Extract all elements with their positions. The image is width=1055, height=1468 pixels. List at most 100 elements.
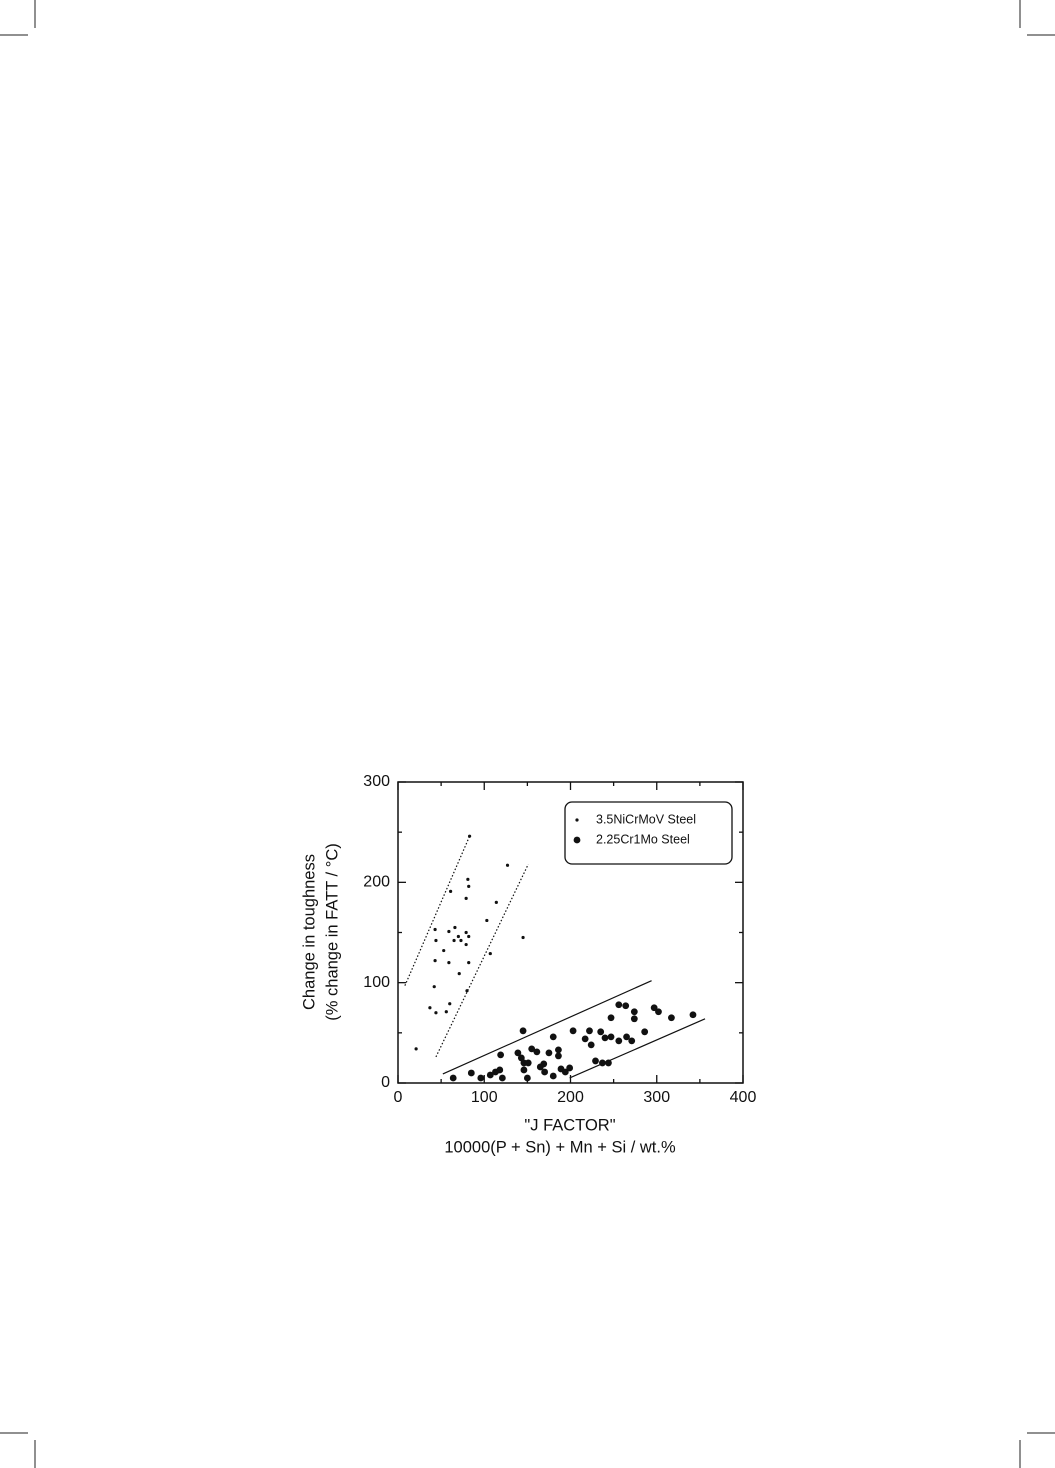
data-point: [655, 1008, 662, 1016]
data-point: [488, 951, 492, 956]
data-point: [449, 889, 453, 893]
data-point: [434, 938, 438, 943]
data-point: [465, 989, 469, 993]
legend-marker: [573, 836, 581, 844]
data-point: [521, 935, 525, 940]
data-point: [533, 1048, 541, 1056]
data-point: [452, 938, 456, 943]
data-point: [599, 1059, 606, 1067]
data-point: [630, 1008, 638, 1016]
data-point: [555, 1052, 562, 1060]
data-point: [641, 1028, 649, 1036]
data-point: [615, 1037, 623, 1045]
data-point: [456, 934, 460, 939]
data-point: [485, 918, 489, 923]
data-point: [467, 834, 472, 838]
guide-line: [435, 864, 529, 1058]
data-point: [689, 1011, 697, 1019]
y-tick-label: 100: [363, 974, 390, 991]
data-point: [605, 1059, 612, 1067]
data-point: [628, 1037, 636, 1045]
x-axis-label: "J FACTOR": [524, 1116, 615, 1134]
data-point: [514, 1049, 522, 1057]
data-point: [486, 1071, 494, 1079]
data-point: [496, 1066, 504, 1074]
data-point: [432, 985, 436, 989]
data-point: [494, 900, 498, 905]
legend-box: [564, 801, 733, 865]
data-point: [442, 948, 446, 953]
x-tick-label: 400: [730, 1089, 757, 1106]
data-point: [601, 1034, 609, 1042]
data-point: [607, 1033, 615, 1041]
data-point: [434, 1011, 438, 1015]
data-point: [505, 863, 510, 867]
data-point: [433, 958, 437, 963]
x-tick-label: 0: [394, 1089, 403, 1106]
data-point: [549, 1033, 557, 1041]
data-point: [566, 1064, 574, 1072]
data-point: [569, 1027, 577, 1035]
x-tick-label: 100: [471, 1089, 498, 1106]
data-point: [448, 1002, 452, 1006]
data-point: [523, 1074, 531, 1082]
data-point: [622, 1002, 630, 1010]
data-point: [464, 896, 468, 900]
data-point: [498, 1074, 506, 1082]
data-point: [433, 927, 437, 932]
data-point: [444, 1010, 448, 1014]
data-point: [541, 1068, 549, 1076]
x-tick-label: 200: [557, 1089, 584, 1106]
data-point: [467, 1069, 475, 1077]
data-point: [520, 1066, 528, 1074]
data-point: [630, 1015, 638, 1023]
data-point: [615, 1001, 623, 1009]
data-point: [447, 929, 451, 934]
data-point: [464, 942, 468, 947]
data-point: [581, 1035, 589, 1043]
data-point: [428, 1006, 432, 1010]
data-point: [650, 1004, 658, 1012]
guide-line: [404, 835, 471, 986]
data-point: [459, 938, 463, 943]
data-point: [466, 877, 470, 881]
data-point: [497, 1051, 505, 1059]
data-point: [545, 1049, 553, 1057]
data-point: [561, 1068, 569, 1076]
data-point: [464, 930, 468, 935]
guide-line: [569, 1018, 706, 1079]
x-tick-label: 300: [643, 1089, 670, 1106]
legend-label: 3.5NiCrMoV Steel: [596, 812, 696, 826]
data-point: [607, 1014, 615, 1022]
data-point: [668, 1014, 675, 1022]
data-point: [449, 1074, 457, 1082]
guide-line: [442, 980, 652, 1075]
data-point: [467, 934, 471, 939]
data-point: [587, 1041, 595, 1049]
data-point: [457, 972, 461, 976]
data-point: [517, 1054, 525, 1062]
data-point: [592, 1057, 599, 1065]
data-point: [519, 1027, 527, 1035]
y-axis-label: Change in toughness: [300, 854, 318, 1010]
data-point: [586, 1027, 593, 1035]
data-point: [597, 1028, 605, 1036]
y-tick-label: 0: [381, 1074, 390, 1091]
data-point: [555, 1046, 562, 1054]
data-point: [414, 1047, 418, 1051]
y-axis-label: (% change in FATT / °C): [323, 843, 341, 1020]
data-point: [477, 1074, 485, 1082]
y-tick-label: 200: [363, 874, 390, 891]
data-point: [447, 961, 451, 965]
legend-marker: [575, 818, 579, 822]
data-point: [467, 961, 471, 965]
data-point: [528, 1045, 536, 1053]
data-point: [467, 884, 471, 888]
data-point: [549, 1072, 557, 1080]
x-axis-label: 10000(P + Sn) + Mn + Si / wt.%: [444, 1138, 676, 1156]
y-tick-label: 300: [363, 773, 390, 790]
data-point: [453, 925, 457, 930]
data-point: [623, 1033, 630, 1041]
